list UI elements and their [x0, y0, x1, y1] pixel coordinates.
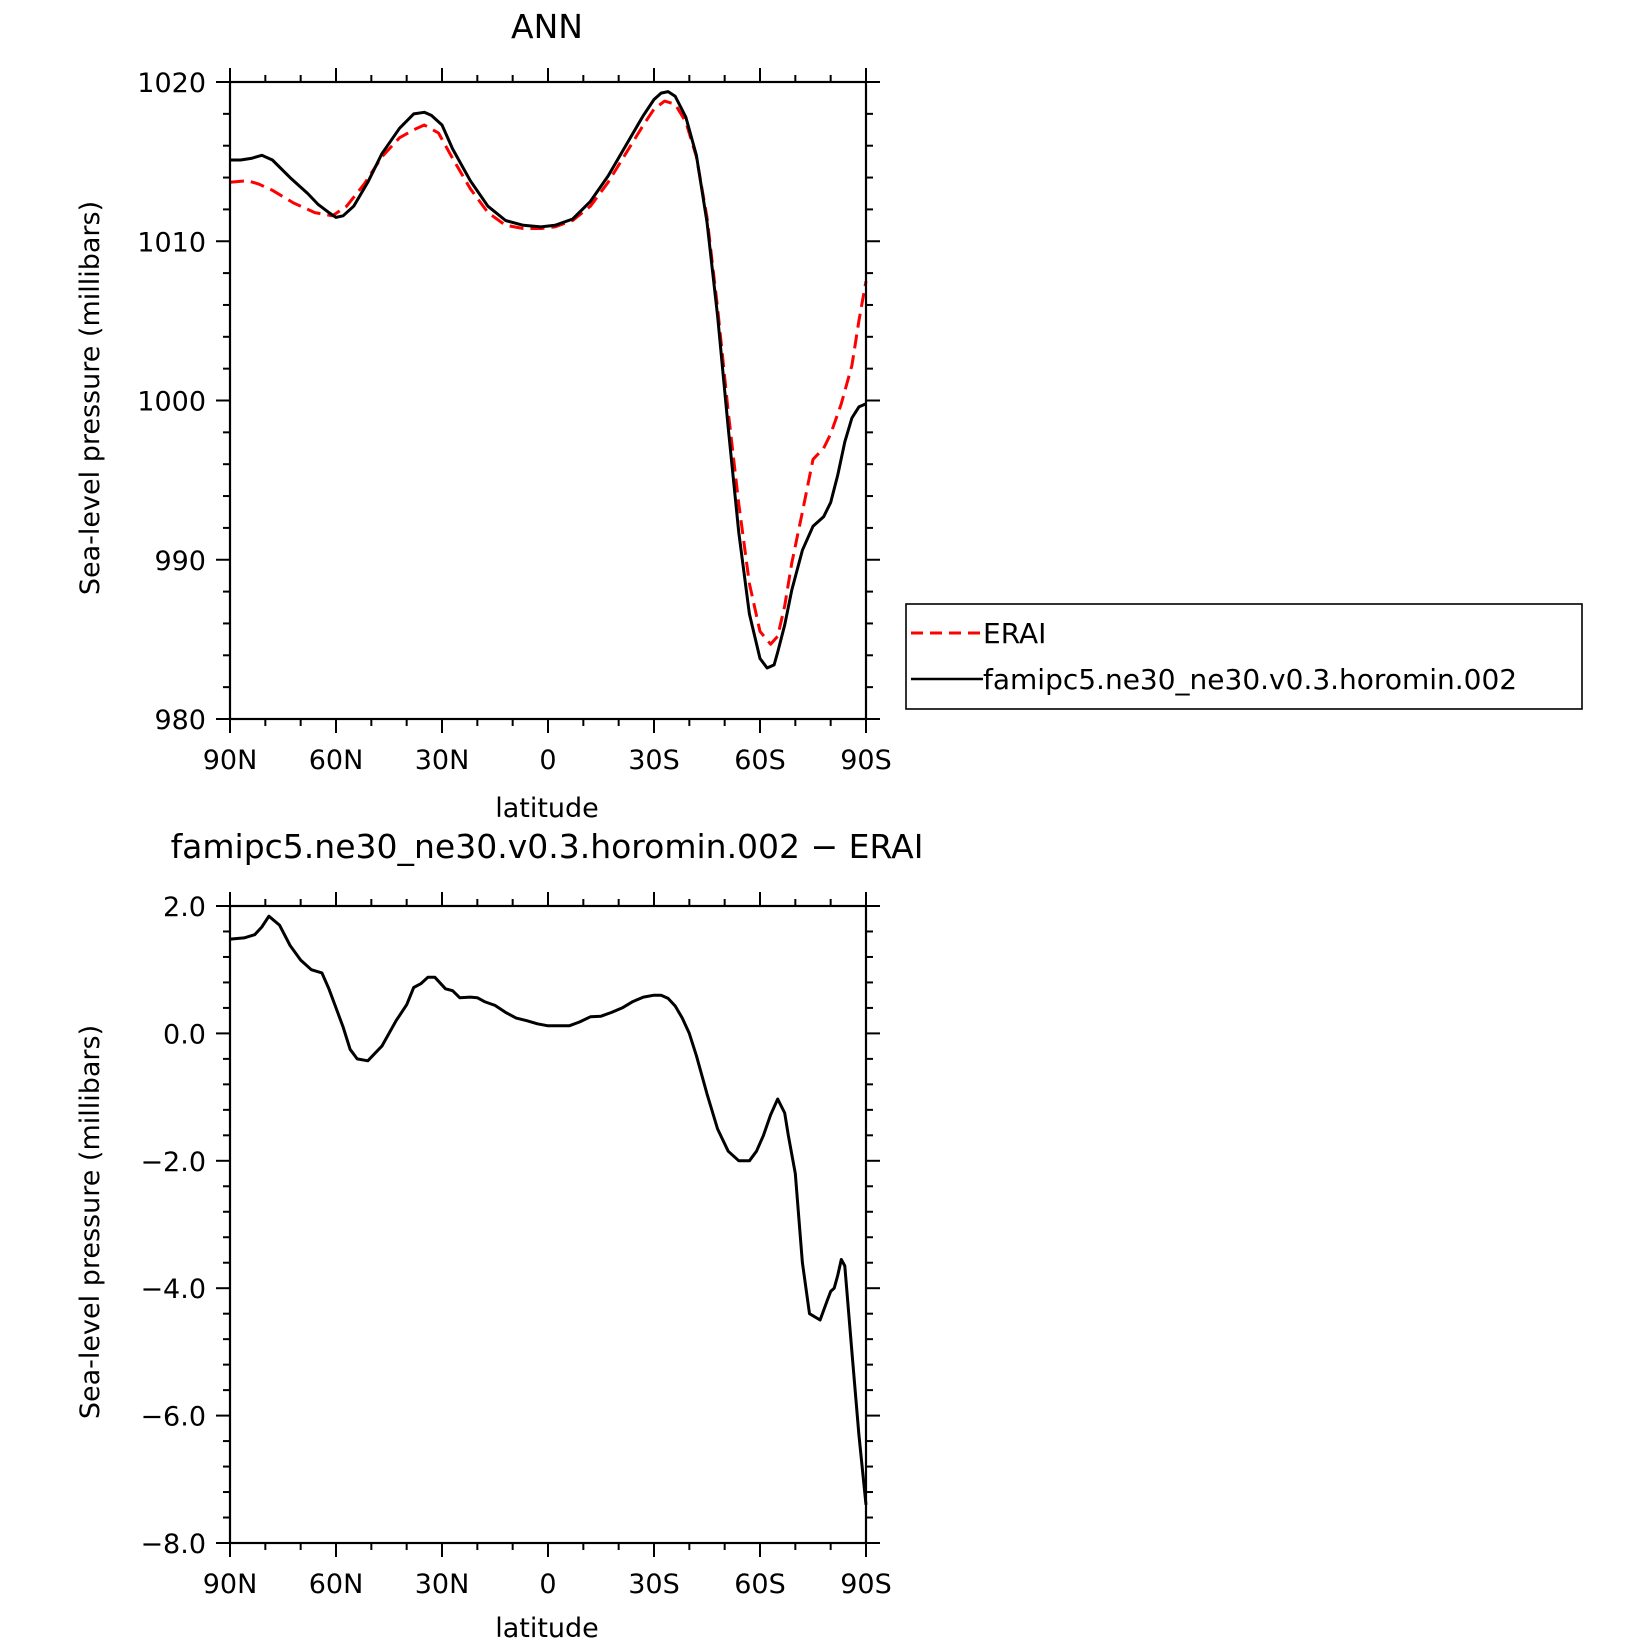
- panel1-x-tick-label: 60N: [309, 1569, 364, 1600]
- panel0-x-tick-label: 60N: [309, 745, 364, 776]
- panel1-x-tick-label: 30S: [628, 1569, 680, 1600]
- panel1-series-line-0: [229, 914, 868, 1505]
- panel1-y-tick-label: −4.0: [140, 1274, 206, 1305]
- panel1-x-tick-label: 90N: [203, 1569, 258, 1600]
- panel0-y-tick-label: 1020: [137, 68, 206, 99]
- bottom-panel-y-label: Sea-level pressure (millibars): [75, 1025, 106, 1419]
- legend: ERAI famipc5.ne30_ne30.v0.3.horomin.002: [905, 603, 1583, 710]
- panel1-x-tick-label: 90S: [840, 1569, 892, 1600]
- panel0-plot-frame: [228, 80, 868, 721]
- panel0-y-tick-label: 980: [154, 705, 206, 736]
- panel1-y-tick-label: −6.0: [140, 1402, 206, 1433]
- panel1-y-tick-label: −8.0: [140, 1529, 206, 1560]
- panel1-y-tick-label: 0.0: [163, 1019, 206, 1050]
- top-panel-title: ANN: [511, 7, 583, 46]
- legend-label-erai: ERAI: [983, 617, 1046, 650]
- panel0-y-tick-label: 990: [154, 546, 206, 577]
- top-panel-x-label: latitude: [495, 793, 599, 824]
- panel0-x-tick-label: 90N: [203, 745, 258, 776]
- legend-box: [905, 603, 1583, 710]
- panel0-x-tick-label: 30S: [628, 745, 680, 776]
- panel0-x-tick-label: 90S: [840, 745, 892, 776]
- panel0-series-line-0: [229, 99, 868, 646]
- legend-label-model: famipc5.ne30_ne30.v0.3.horomin.002: [983, 663, 1517, 696]
- top-panel-ann: ANN latitude Sea-level pressure (milliba…: [75, 7, 892, 824]
- panel0-y-tick-label: 1010: [137, 227, 206, 258]
- panel1-x-tick-label: 30N: [415, 1569, 470, 1600]
- bottom-panel-x-label: latitude: [495, 1613, 599, 1644]
- panel0-x-tick-label: 60S: [734, 745, 786, 776]
- panel0-series-line-1: [230, 90, 867, 670]
- bottom-panel-difference: famipc5.ne30_ne30.v0.3.horomin.002 − ERA…: [75, 827, 923, 1644]
- panel0-y-tick-label: 1000: [137, 387, 206, 418]
- top-panel-y-label: Sea-level pressure (millibars): [75, 201, 106, 595]
- panel1-x-tick-label: 0: [539, 1569, 556, 1600]
- panel1-plot-frame: [228, 904, 868, 1545]
- panel1-y-tick-label: −2.0: [140, 1147, 206, 1178]
- panel1-y-tick-label: 2.0: [163, 892, 206, 923]
- panel0-x-tick-label: 30N: [415, 745, 470, 776]
- panel1-x-tick-label: 60S: [734, 1569, 786, 1600]
- panel0-x-tick-label: 0: [539, 745, 556, 776]
- bottom-panel-title: famipc5.ne30_ne30.v0.3.horomin.002 − ERA…: [171, 827, 924, 866]
